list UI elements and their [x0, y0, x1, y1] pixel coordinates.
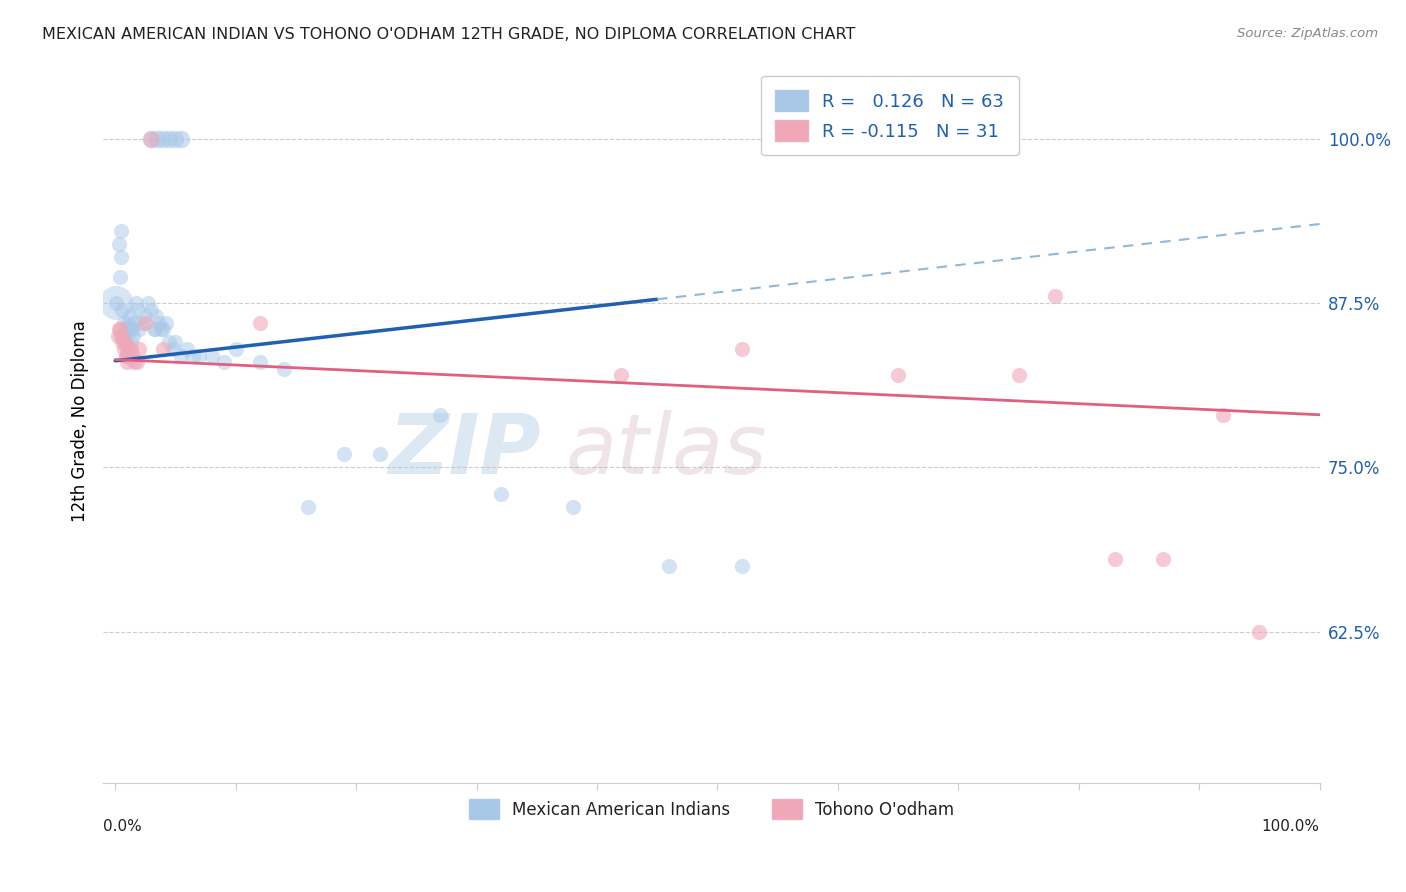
Point [429, 408, 451, 422]
Point [730, 559, 752, 574]
Point [1249, 624, 1271, 639]
Point [143, 322, 166, 336]
Text: 100.0%: 100.0% [1261, 819, 1320, 834]
Point [110, 250, 132, 264]
Point [136, 296, 159, 310]
Point [610, 368, 633, 383]
Point [368, 447, 391, 461]
Text: Source: ZipAtlas.com: Source: ZipAtlas.com [1237, 27, 1378, 40]
Point [561, 500, 583, 514]
Point [225, 342, 247, 356]
Point [108, 269, 131, 284]
Point [249, 355, 271, 369]
Point [117, 316, 139, 330]
Point [145, 309, 167, 323]
Point [249, 316, 271, 330]
Point [124, 355, 146, 369]
Point [152, 342, 174, 356]
Point [170, 349, 193, 363]
Text: ZIP: ZIP [388, 409, 541, 491]
Point [111, 328, 134, 343]
Point [124, 316, 146, 330]
Point [131, 316, 153, 330]
Point [157, 335, 180, 350]
Point [120, 342, 142, 356]
Point [115, 335, 138, 350]
Point [107, 328, 129, 343]
Point [118, 322, 141, 336]
Point [105, 296, 128, 310]
Point [183, 349, 205, 363]
Point [1007, 368, 1029, 383]
Point [105, 296, 128, 310]
Point [155, 316, 177, 330]
Point [212, 355, 235, 369]
Point [141, 302, 163, 317]
Point [122, 328, 145, 343]
Point [176, 342, 198, 356]
Point [115, 322, 138, 336]
Point [273, 361, 295, 376]
Point [115, 349, 138, 363]
Point [122, 349, 145, 363]
Point [125, 302, 148, 317]
Point [110, 224, 132, 238]
Point [162, 342, 184, 356]
Point [128, 322, 150, 336]
Point [146, 131, 169, 145]
Point [1043, 289, 1066, 303]
Point [134, 309, 156, 323]
Point [125, 355, 148, 369]
Point [115, 355, 138, 369]
Point [118, 309, 141, 323]
Point [1152, 552, 1174, 566]
Point [112, 342, 135, 356]
Point [887, 368, 910, 383]
Point [120, 335, 142, 350]
Text: 0.0%: 0.0% [103, 819, 142, 834]
Point [1212, 408, 1234, 422]
Point [148, 316, 170, 330]
Point [124, 296, 146, 310]
Point [658, 559, 681, 574]
Point [152, 322, 174, 336]
Legend: Mexican American Indians, Tohono O'odham: Mexican American Indians, Tohono O'odham [463, 793, 960, 825]
Point [489, 486, 512, 500]
Point [112, 316, 135, 330]
Point [121, 322, 143, 336]
Point [108, 322, 131, 336]
Point [333, 447, 356, 461]
Point [112, 335, 135, 350]
Text: MEXICAN AMERICAN INDIAN VS TOHONO O'ODHAM 12TH GRADE, NO DIPLOMA CORRELATION CHA: MEXICAN AMERICAN INDIAN VS TOHONO O'ODHA… [42, 27, 856, 42]
Point [188, 349, 211, 363]
Point [115, 349, 138, 363]
Point [149, 322, 172, 336]
Point [128, 342, 150, 356]
Point [142, 322, 165, 336]
Point [111, 335, 134, 350]
Point [141, 131, 163, 145]
Text: atlas: atlas [565, 409, 768, 491]
Point [200, 349, 222, 363]
Point [157, 131, 180, 145]
Point [114, 322, 136, 336]
Point [114, 335, 136, 350]
Point [170, 131, 193, 145]
Y-axis label: 12th Grade, No Diploma: 12th Grade, No Diploma [72, 320, 89, 522]
Point [107, 236, 129, 251]
Point [165, 335, 187, 350]
Point [115, 342, 138, 356]
Point [1104, 552, 1126, 566]
Point [111, 302, 134, 317]
Point [297, 500, 319, 514]
Point [110, 328, 132, 343]
Point [141, 131, 163, 145]
Point [118, 342, 141, 356]
Point [730, 342, 752, 356]
Point [117, 349, 139, 363]
Point [152, 131, 174, 145]
Point [165, 131, 187, 145]
Point [107, 322, 129, 336]
Point [134, 316, 156, 330]
